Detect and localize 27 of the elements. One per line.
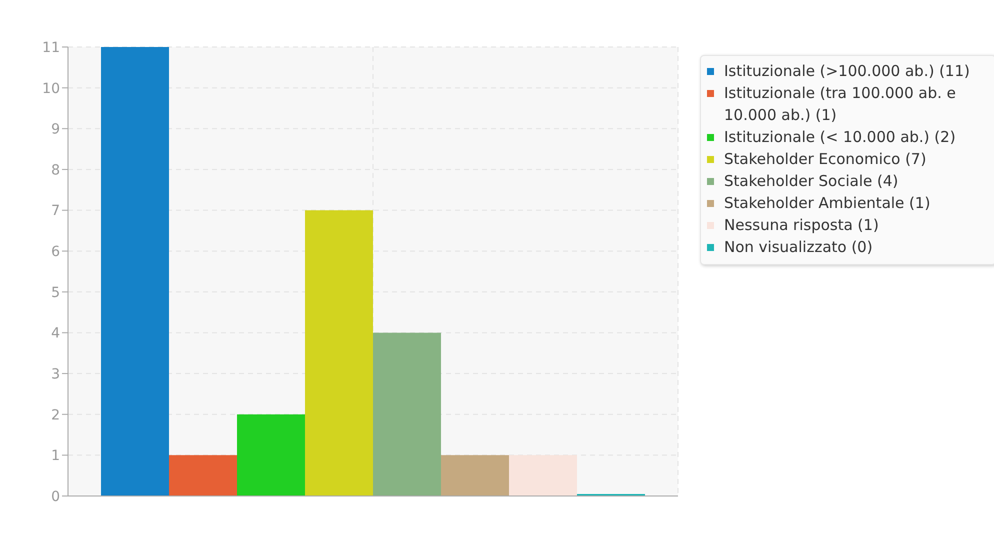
y-tick-label: 8: [51, 162, 60, 178]
y-tick-label: 4: [51, 326, 60, 342]
y-tick-label: 1: [51, 448, 60, 464]
legend-label: Stakeholder Economico (7): [724, 149, 928, 170]
legend-label: Stakeholder Sociale (4): [724, 171, 900, 192]
y-tick-label: 11: [42, 40, 60, 56]
bar: [509, 455, 577, 496]
y-tick-label: 10: [42, 80, 60, 97]
legend-label: Istituzionale (< 10.000 ab.) (2): [724, 127, 957, 148]
legend-label: Stakeholder Ambientale (1): [724, 193, 932, 214]
bar: [305, 210, 373, 496]
bar: [169, 455, 237, 496]
y-tick-label: 5: [51, 284, 60, 301]
y-tick-label: 2: [51, 407, 60, 424]
legend-label: Nessuna risposta (1): [724, 215, 880, 236]
bar: [441, 455, 509, 496]
legend-label: Istituzionale (tra 100.000 ab. e 10.000 ab.) (1): [724, 83, 957, 126]
bar: [101, 47, 169, 496]
legend-label: Non visualizzato (0): [724, 237, 874, 258]
y-tick-label: 0: [51, 488, 60, 505]
bar: [237, 414, 305, 496]
y-tick-label: 9: [51, 122, 60, 138]
y-tick-label: 6: [51, 244, 60, 260]
y-tick-label: 3: [51, 366, 60, 383]
bar: [373, 332, 441, 496]
legend-label: Istituzionale (>100.000 ab.) (11): [724, 61, 971, 82]
y-tick-label: 7: [51, 203, 60, 220]
